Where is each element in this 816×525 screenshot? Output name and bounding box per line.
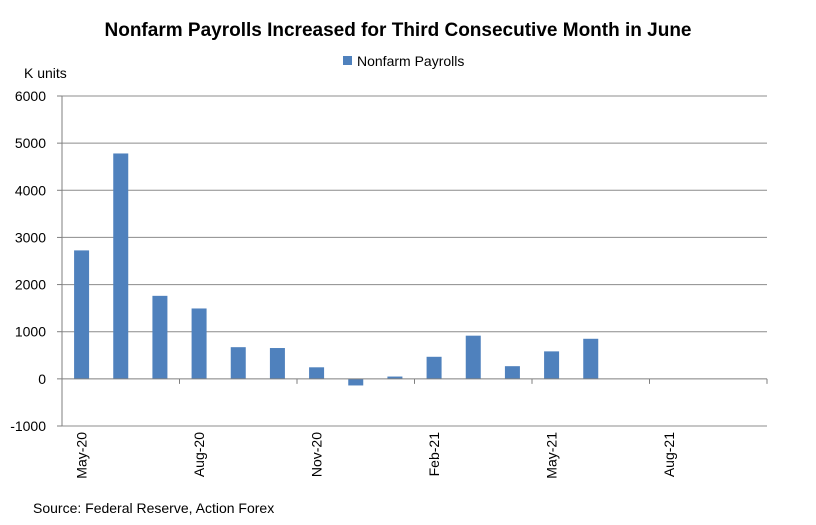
x-tick-label: May-21 [544, 432, 560, 479]
x-tick-label: Feb-21 [426, 432, 442, 477]
x-tick-label: May-20 [74, 432, 90, 479]
y-tick-label: -1000 [10, 418, 46, 434]
y-tick-labels: -1000 0 1000 2000 3000 4000 5000 6000 [10, 88, 46, 434]
legend-label: Nonfarm Payrolls [357, 53, 464, 69]
bar [544, 351, 560, 379]
bar [230, 347, 246, 379]
y-tick-label: 4000 [15, 182, 46, 198]
y-tick-label: 1000 [15, 324, 46, 340]
x-tick-label: Nov-20 [309, 432, 325, 477]
x-tick-labels: May-20 Aug-20 Nov-20 Feb-21 May-21 Aug-21 [74, 432, 677, 479]
bar [74, 250, 90, 379]
x-tick-label: Aug-20 [191, 432, 207, 477]
bars [74, 153, 599, 386]
bar [583, 338, 599, 379]
y-tick-label: 0 [38, 371, 46, 387]
y-tick-label: 3000 [15, 229, 46, 245]
bar [387, 376, 403, 379]
y-tick-label: 6000 [15, 88, 46, 104]
bar [465, 335, 481, 379]
bar [504, 366, 520, 379]
chart-title: Nonfarm Payrolls Increased for Third Con… [105, 20, 692, 41]
legend-swatch [343, 56, 352, 65]
bar [152, 295, 168, 379]
bar [191, 308, 207, 379]
y-tick-label: 5000 [15, 135, 46, 151]
x-tick-label: Aug-21 [661, 432, 677, 477]
legend: Nonfarm Payrolls [343, 53, 464, 69]
y-tick-label: 2000 [15, 277, 46, 293]
source-note: Source: Federal Reserve, Action Forex [33, 500, 274, 516]
gridlines [62, 95, 767, 427]
bar [269, 348, 285, 379]
y-axis-label: K units [24, 65, 67, 81]
bar [348, 378, 364, 386]
bar [113, 153, 129, 379]
bar [309, 367, 325, 379]
bar [426, 356, 442, 379]
axes [57, 95, 768, 427]
